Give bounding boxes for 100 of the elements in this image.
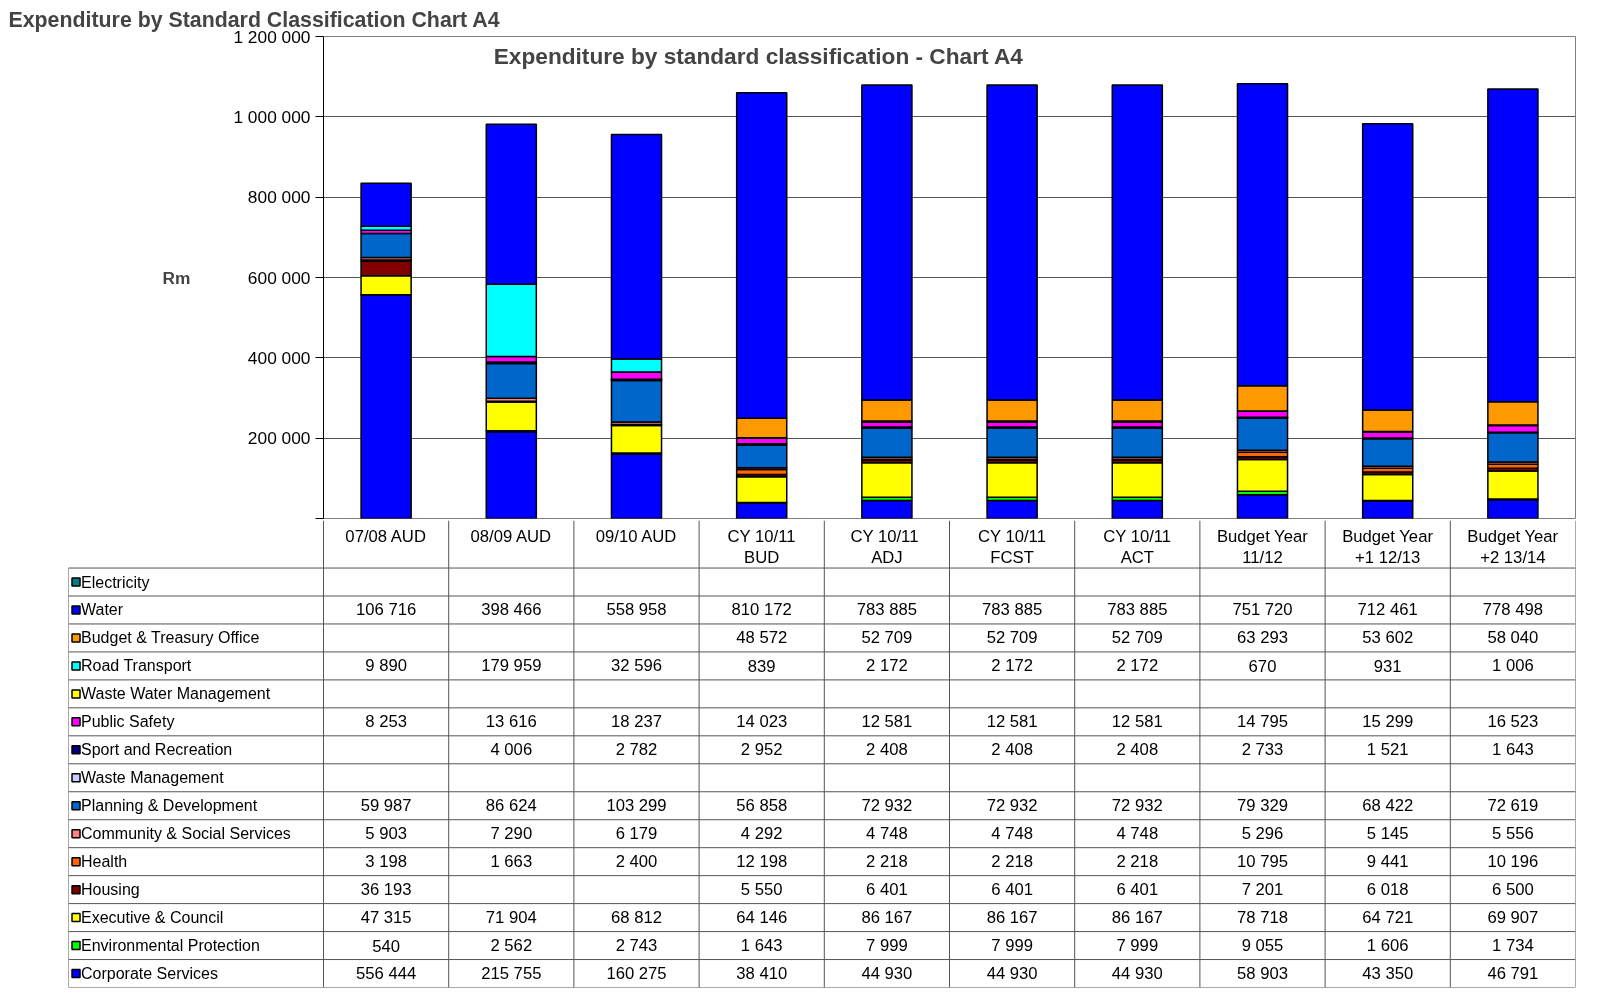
data-label: 12 198 [736, 852, 788, 872]
data-label: 2 408 [866, 740, 908, 760]
data-label: 670 [1248, 656, 1277, 676]
data-label: 4 748 [991, 824, 1033, 844]
legend-label: Corporate Services [81, 965, 218, 983]
data-label: 12 581 [1111, 712, 1163, 732]
data-label: 9 441 [1366, 852, 1409, 872]
data-label: 4 748 [866, 824, 908, 844]
data-label: 59 987 [360, 796, 412, 816]
data-label: 1 521 [1366, 740, 1409, 760]
data-label: 44 930 [986, 964, 1038, 984]
data-label: 48 572 [736, 628, 788, 648]
legend-label: Water [81, 601, 124, 619]
data-label: 78 718 [1237, 908, 1288, 928]
data-label: 68 422 [1362, 796, 1414, 816]
x-tick-label: CY 10/11 BUD [727, 527, 796, 568]
data-label: 558 958 [606, 600, 667, 620]
legend-label: Waste Management [81, 769, 225, 787]
data-label: 32 596 [611, 656, 662, 676]
chart-title: Expenditure by standard classification - Chart A4 [493, 42, 1024, 69]
data-label: 783 885 [856, 600, 918, 620]
legend-label: Planning & Development [81, 797, 258, 815]
data-label: 58 903 [1237, 964, 1288, 984]
data-label: 783 885 [1107, 600, 1168, 620]
data-label: 7 999 [991, 936, 1033, 956]
data-label: 7 290 [490, 824, 533, 844]
legend-label: Executive & Council [81, 909, 224, 927]
data-label: 2 733 [1241, 740, 1284, 760]
data-label: 7 999 [1116, 936, 1159, 956]
data-label: 810 172 [731, 600, 792, 620]
data-label: 103 299 [606, 796, 667, 816]
data-label: 839 [747, 656, 776, 676]
y-tick-label: 800 000 [247, 187, 311, 208]
data-label: 751 720 [1232, 600, 1293, 620]
legend-label: Waste Water Management [81, 685, 271, 703]
data-label: 2 218 [866, 852, 908, 872]
data-label: 58 040 [1487, 628, 1539, 648]
data-label: 36 193 [360, 880, 412, 900]
data-label: 64 146 [736, 908, 788, 928]
data-label: 1 663 [490, 852, 533, 872]
y-tick-label: 1 000 000 [233, 106, 311, 127]
data-label: 7 201 [1241, 880, 1284, 900]
data-label: 5 903 [365, 824, 407, 844]
data-label: 16 523 [1487, 712, 1539, 732]
data-label: 5 556 [1492, 824, 1534, 844]
data-label: 46 791 [1487, 964, 1539, 984]
legend-label: Public Safety [81, 713, 175, 731]
data-label: 2 172 [1116, 656, 1159, 676]
data-label: 52 709 [1111, 628, 1163, 648]
data-label: 71 904 [485, 908, 537, 928]
data-label: 12 581 [986, 712, 1038, 732]
data-label: 160 275 [606, 964, 667, 984]
data-label: 2 172 [866, 656, 908, 676]
data-label: 44 930 [1111, 964, 1163, 984]
x-tick-label: Budget Year +1 12/13 [1342, 527, 1434, 568]
data-label: 12 581 [861, 712, 913, 732]
data-label: 783 885 [982, 600, 1043, 620]
data-label: 64 721 [1362, 908, 1414, 928]
x-tick-label: 09/10 AUD [595, 527, 677, 547]
data-label: 86 167 [986, 908, 1038, 928]
data-label: 2 218 [1116, 852, 1159, 872]
y-axis-title: Rm [162, 267, 191, 288]
data-label: 1 734 [1492, 936, 1534, 956]
x-tick-label: CY 10/11 ADJ [850, 527, 919, 568]
legend-label: Community & Social Services [81, 825, 291, 843]
data-label: 2 218 [991, 852, 1033, 872]
data-label: 52 709 [861, 628, 913, 648]
legend-label: Sport and Recreation [81, 741, 233, 759]
x-tick-label: CY 10/11 FCST [977, 527, 1046, 568]
data-label: 86 624 [485, 796, 537, 816]
data-label: 6 401 [866, 880, 908, 900]
data-label: 6 500 [1492, 880, 1534, 900]
data-label: 2 172 [991, 656, 1033, 676]
data-label: 5 296 [1241, 824, 1284, 844]
legend-label: Road Transport [81, 657, 192, 675]
data-label: 14 795 [1237, 712, 1288, 732]
legend-label: Housing [81, 881, 140, 899]
data-label: 556 444 [356, 964, 417, 984]
data-label: 106 716 [356, 600, 417, 620]
data-label: 9 890 [365, 656, 407, 676]
data-label: 86 167 [1111, 908, 1163, 928]
data-label: 3 198 [365, 852, 407, 872]
data-label: 68 812 [611, 908, 662, 928]
data-label: 9 055 [1241, 936, 1284, 956]
data-label: 2 562 [490, 936, 533, 956]
data-label: 63 293 [1237, 628, 1288, 648]
data-label: 1 643 [1492, 740, 1534, 760]
data-label: 2 408 [991, 740, 1033, 760]
data-label: 540 [372, 936, 400, 956]
data-label: 43 350 [1362, 964, 1414, 984]
data-label: 398 466 [481, 600, 542, 620]
legend-label: Health [81, 853, 128, 871]
data-label: 931 [1373, 656, 1402, 676]
data-label: 52 709 [986, 628, 1038, 648]
data-label: 38 410 [736, 964, 788, 984]
data-label: 10 196 [1487, 852, 1539, 872]
x-tick-label: 08/09 AUD [470, 527, 552, 547]
data-label: 2 952 [740, 740, 783, 760]
data-label: 1 606 [1366, 936, 1409, 956]
data-label: 4 292 [740, 824, 783, 844]
